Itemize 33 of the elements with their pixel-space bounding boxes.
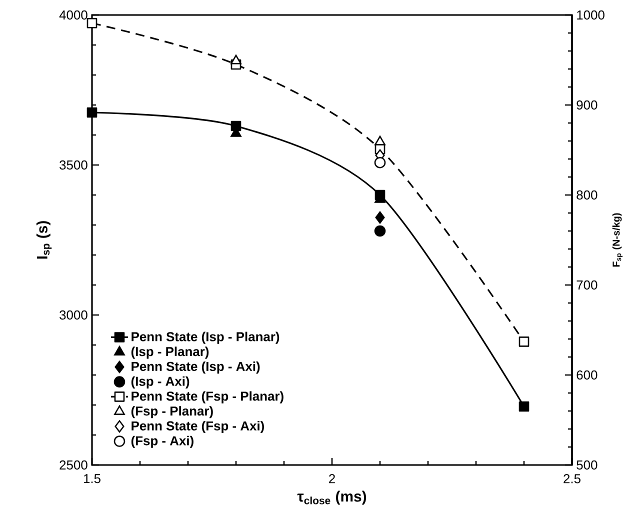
point bbox=[86, 18, 98, 28]
legend-label: (Isp - Axi) bbox=[131, 376, 190, 388]
point bbox=[86, 107, 98, 118]
legend-label: Penn State (Fsp - Axi) bbox=[132, 420, 264, 434]
point bbox=[375, 211, 385, 224]
point bbox=[374, 136, 386, 146]
point bbox=[230, 54, 242, 64]
legend-label: Penn State (Fsp - Planar) bbox=[132, 391, 284, 404]
point bbox=[374, 225, 386, 237]
y2-tick-label: 700 bbox=[576, 280, 598, 290]
y2-tick-label: 900 bbox=[576, 100, 598, 110]
legend-label: (Isp - Planar) bbox=[131, 346, 209, 359]
y-tick-label: 3000 bbox=[60, 310, 88, 320]
x-axis-title: τ$_{close}$ (ms) bbox=[297, 490, 366, 505]
legend-label: Penn State (Isp - Axi) bbox=[132, 362, 260, 374]
y-axis-title: I$_{sp}$ (s) bbox=[36, 221, 52, 259]
y-tick-label: 2500 bbox=[60, 460, 88, 470]
y2-tick-label: 600 bbox=[576, 370, 598, 380]
y-tick-label: 4000 bbox=[59, 10, 88, 20]
y-tick-label: 3500 bbox=[60, 160, 88, 170]
legend-label: Penn State (Isp - Planar) bbox=[132, 332, 280, 344]
legend-label: (Fsp - Planar) bbox=[131, 406, 213, 418]
y2-tick-label: 500 bbox=[576, 460, 598, 470]
point bbox=[518, 401, 530, 412]
y2-tick-label: 800 bbox=[576, 190, 598, 200]
x-tick-label: 2 bbox=[329, 474, 335, 484]
legend-label: (Fsp - Axi) bbox=[131, 436, 194, 448]
point bbox=[518, 336, 530, 347]
x-tick-label: 2.5 bbox=[564, 474, 580, 484]
point bbox=[374, 156, 386, 168]
x-tick-label: 1.5 bbox=[84, 474, 100, 484]
y2-tick-label: 1000 bbox=[577, 10, 604, 20]
y2-axis-title: F$_{sp}$ (N-s/kg) bbox=[612, 213, 623, 267]
